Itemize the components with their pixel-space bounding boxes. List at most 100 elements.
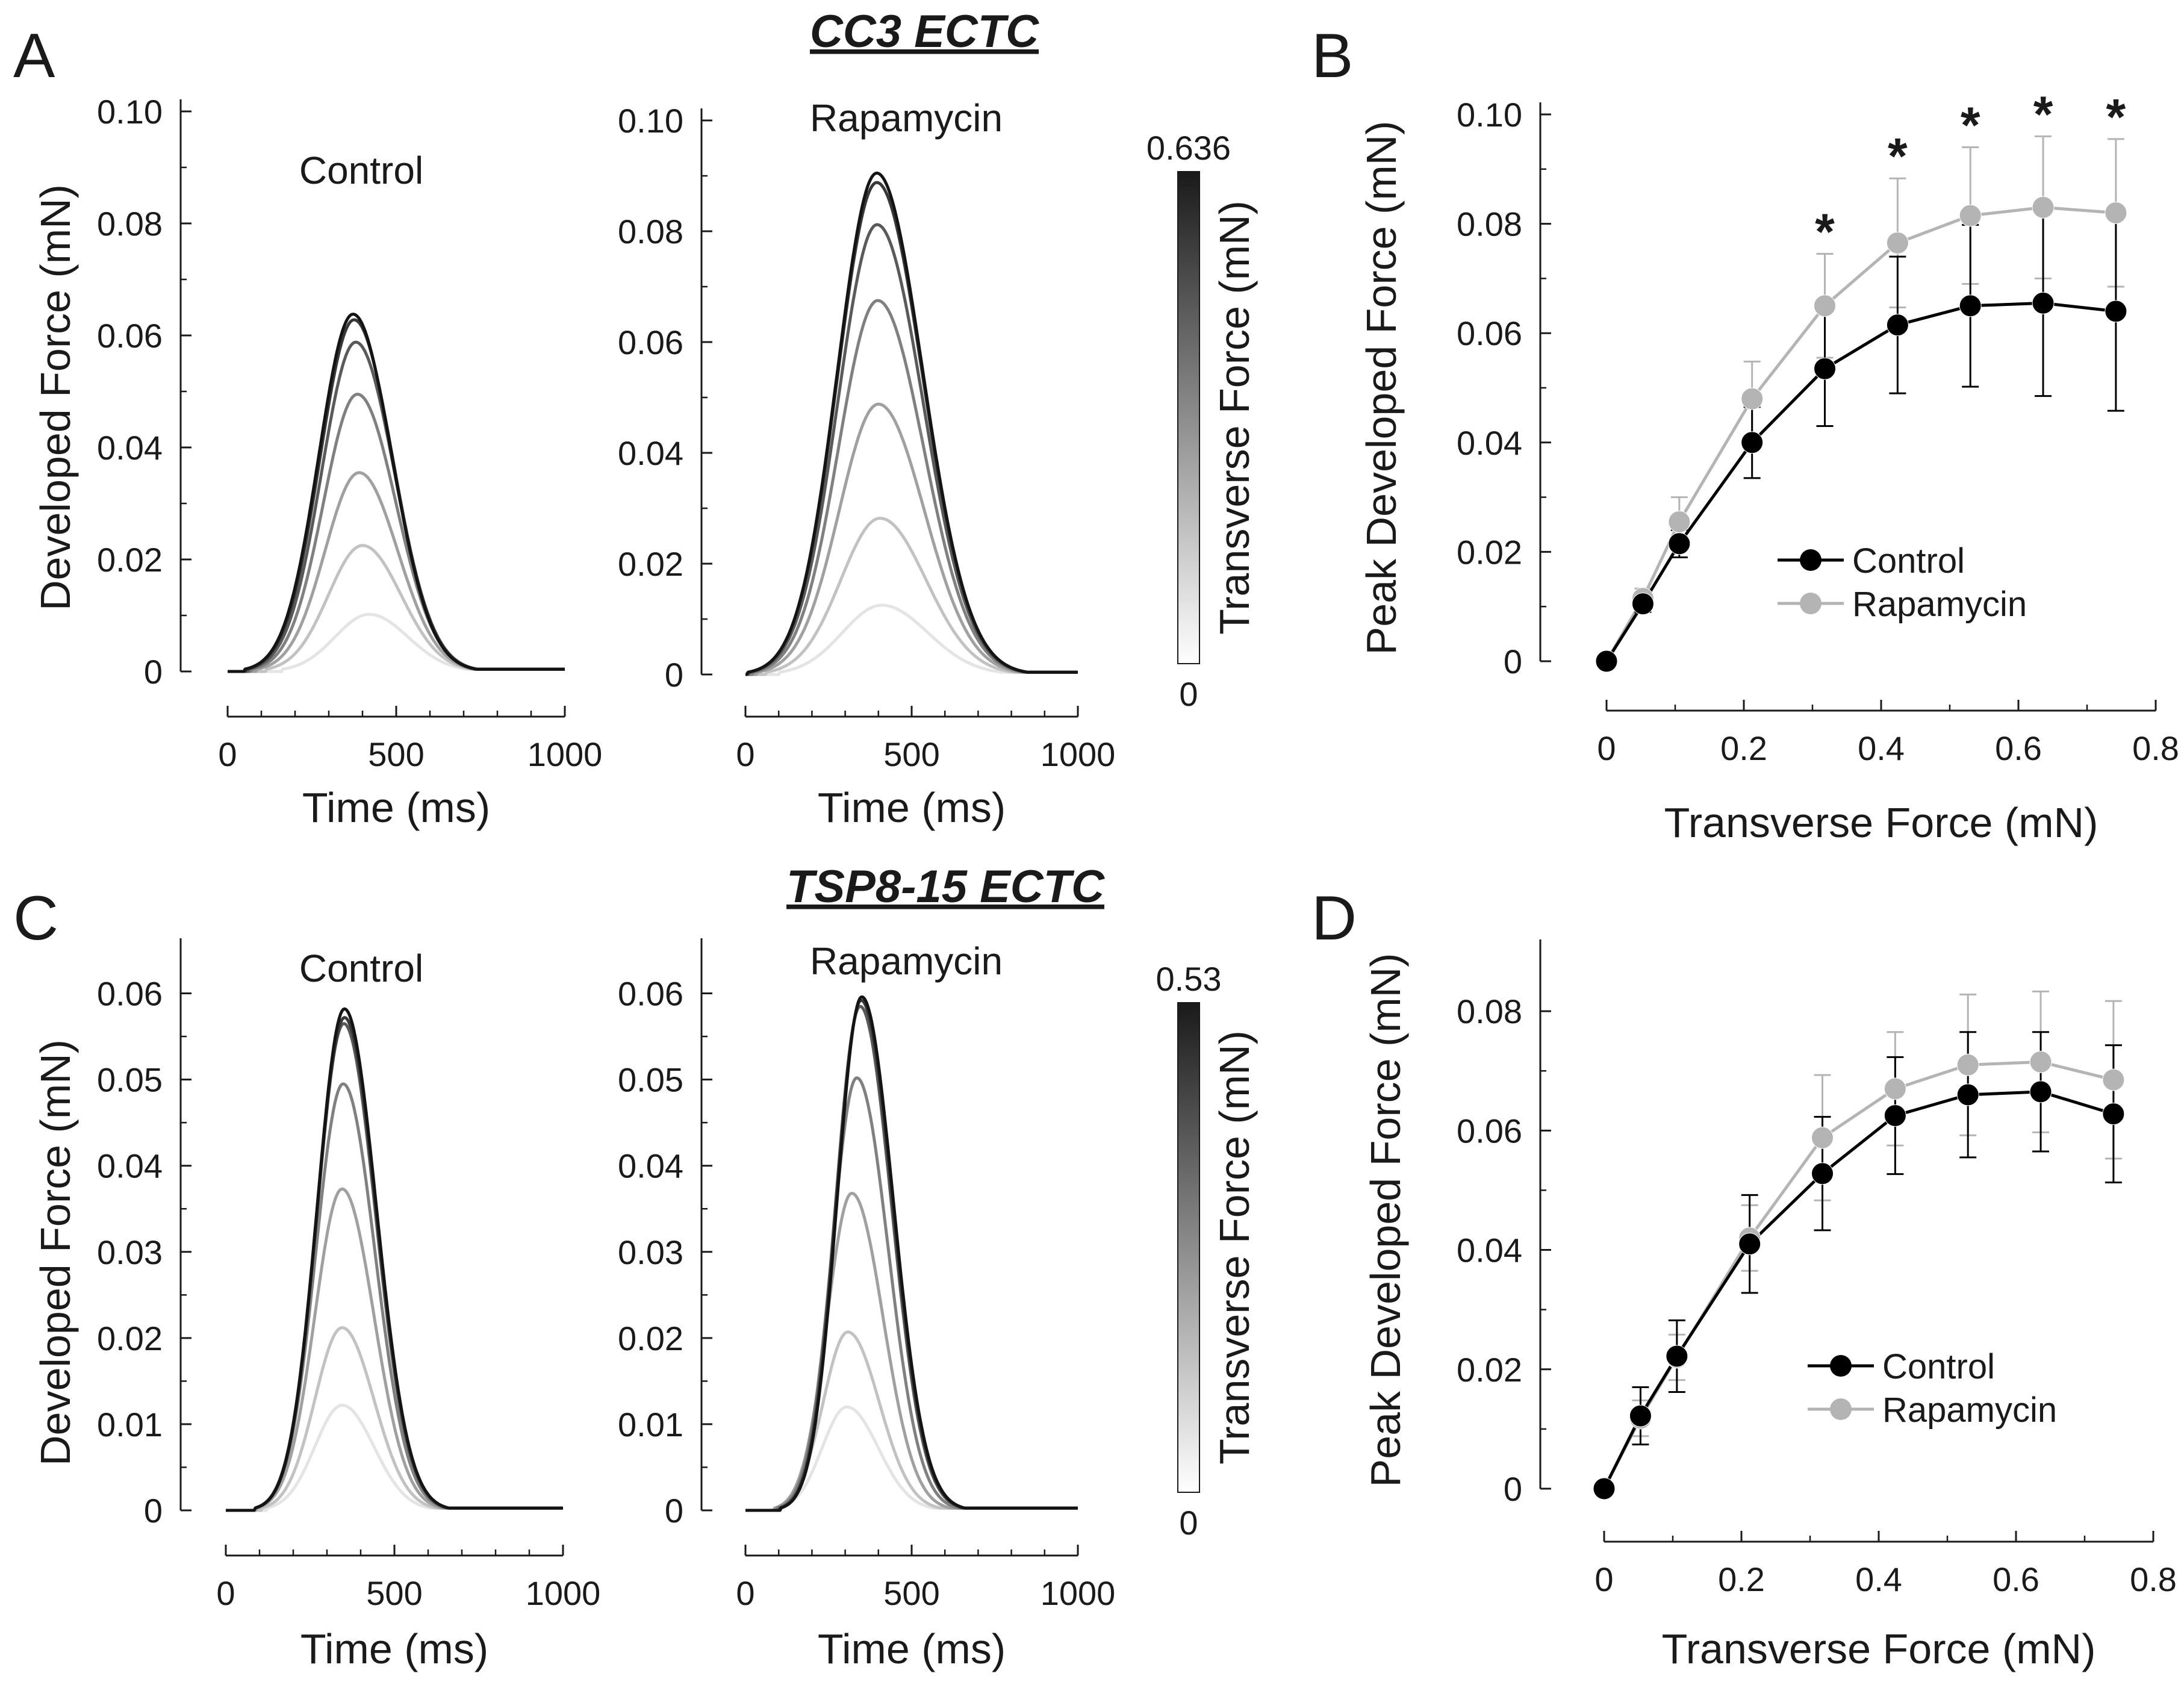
y-tick-label: 0.02 xyxy=(618,1319,683,1357)
x-tick-label: 0.8 xyxy=(2130,1560,2177,1598)
y-tick-label: 0.04 xyxy=(1457,1232,1522,1269)
x-tick-label: 500 xyxy=(883,735,939,773)
x-axis-label: Time (ms) xyxy=(302,784,490,831)
y-tick-label: 0.06 xyxy=(1457,1112,1522,1150)
data-point-control xyxy=(1738,1233,1761,1256)
x-tick-label: 0 xyxy=(736,1574,754,1612)
colorbar-a: 0.636 0 Transverse Force (mN) xyxy=(1146,129,1258,713)
y-tick-label: 0.10 xyxy=(97,93,163,131)
data-point-control xyxy=(2105,300,2127,323)
data-point-control xyxy=(2032,291,2055,314)
force-trace-trace-4 xyxy=(745,1076,1078,1512)
y-tick-label: 0.06 xyxy=(97,975,163,1013)
significance-marker: * xyxy=(1961,96,1980,153)
x-tick-label: 0 xyxy=(1594,1560,1613,1598)
x-tick-label: 0 xyxy=(218,735,237,773)
y-tick-label: 0.08 xyxy=(1457,205,1522,243)
force-trace-trace-7 xyxy=(745,995,1078,1512)
legend-label-rapamycin: Rapamycin xyxy=(1852,585,2027,624)
force-trace-trace-6 xyxy=(745,998,1078,1512)
y-tick-label: 0 xyxy=(1504,643,1522,681)
y-tick-label: 0.03 xyxy=(618,1233,683,1271)
data-point-control xyxy=(1814,357,1837,380)
x-tick-label: 0.4 xyxy=(1855,1560,1902,1598)
y-tick-label: 0 xyxy=(665,656,683,694)
data-point-rapamycin xyxy=(1741,387,1764,410)
legend-label-control: Control xyxy=(1882,1347,1995,1386)
force-trace-trace-4 xyxy=(227,393,565,673)
y-tick-label: 0.02 xyxy=(1457,533,1522,571)
x-tick-label: 0.8 xyxy=(2132,729,2179,767)
data-point-control xyxy=(1631,593,1654,615)
y-axis-label: Peak Developed Force (mN) xyxy=(1362,953,1409,1487)
y-tick-label: 0.10 xyxy=(618,102,683,140)
panel-letter-b: B xyxy=(1311,21,1353,91)
y-axis-label: Peak Developed Force (mN) xyxy=(1358,121,1405,655)
y-tick-label: 0.10 xyxy=(1457,96,1522,134)
x-tick-label: 0 xyxy=(1597,729,1616,767)
x-axis-label: Time (ms) xyxy=(818,784,1006,831)
x-tick-label: 0 xyxy=(216,1574,235,1612)
y-tick-label: 0 xyxy=(1504,1470,1522,1508)
force-trace-trace-6 xyxy=(225,1016,564,1512)
y-tick-label: 0.02 xyxy=(1457,1351,1522,1389)
y-tick-label: 0.08 xyxy=(97,205,163,243)
y-tick-label: 0.04 xyxy=(618,434,683,472)
y-tick-label: 0 xyxy=(144,1492,163,1530)
data-point-rapamycin xyxy=(1811,1126,1834,1149)
data-point-control xyxy=(1886,314,1909,337)
data-point-rapamycin xyxy=(2102,1068,2125,1091)
force-trace-trace-2 xyxy=(745,517,1078,676)
data-point-control xyxy=(1629,1404,1652,1427)
x-axis-label: Time (ms) xyxy=(300,1625,488,1672)
data-point-control xyxy=(2029,1080,2052,1103)
title-bottom: TSP8-15 ECTC xyxy=(786,861,1105,912)
colorbar-c: 0.53 0 Transverse Force (mN) xyxy=(1156,960,1258,1542)
y-tick-label: 0.02 xyxy=(97,1319,163,1357)
x-tick-label: 500 xyxy=(883,1574,939,1612)
data-point-control xyxy=(1666,1345,1688,1368)
x-tick-label: 0.6 xyxy=(1995,729,2042,767)
y-tick-label: 0.05 xyxy=(97,1061,163,1099)
x-tick-label: 1000 xyxy=(527,735,603,773)
data-point-control xyxy=(1959,294,1982,317)
y-axis-label: Developed Force (mN) xyxy=(32,1039,79,1466)
y-tick-label: 0.02 xyxy=(97,541,163,579)
colorbar-min-label: 0 xyxy=(1179,1504,1198,1542)
x-tick-label: 500 xyxy=(368,735,424,773)
y-tick-label: 0.02 xyxy=(618,545,683,583)
data-point-rapamycin xyxy=(1814,294,1837,317)
y-axis-label: Developed Force (mN) xyxy=(32,184,79,611)
panel-title: Rapamycin xyxy=(810,939,1003,983)
y-tick-label: 0.04 xyxy=(97,429,163,467)
y-tick-label: 0.03 xyxy=(97,1233,163,1271)
colorbar-max-label: 0.636 xyxy=(1146,129,1231,167)
data-point-control xyxy=(1668,532,1691,555)
force-trace-trace-6 xyxy=(745,181,1078,676)
data-point-control xyxy=(1884,1104,1906,1127)
y-tick-label: 0.01 xyxy=(97,1406,163,1444)
y-tick-label: 0.06 xyxy=(618,975,683,1013)
y-tick-label: 0.08 xyxy=(618,213,683,251)
y-tick-label: 0.06 xyxy=(97,317,163,355)
panel-title: Control xyxy=(299,149,423,192)
legend-marker-rapamycin xyxy=(1830,1398,1852,1420)
data-point-control xyxy=(1811,1162,1834,1185)
colorbar-label: Transverse Force (mN) xyxy=(1211,201,1258,635)
force-trace-trace-5 xyxy=(745,1004,1078,1512)
force-trace-trace-3 xyxy=(745,1192,1078,1512)
data-point-control xyxy=(1593,1477,1616,1500)
y-tick-label: 0.08 xyxy=(1457,992,1522,1030)
x-tick-label: 0.6 xyxy=(1993,1560,2039,1598)
colorbar-min-label: 0 xyxy=(1179,675,1198,713)
data-point-rapamycin xyxy=(1956,1053,1979,1076)
panel-letter-a: A xyxy=(13,21,55,91)
data-point-rapamycin xyxy=(2029,1050,2052,1073)
data-point-rapamycin xyxy=(1959,204,1982,227)
significance-marker: * xyxy=(2033,86,2053,142)
plot-c-control: 0 0.01 0.02 0.03 0.04 0.05 0.06 0 500 1000 Time (m… xyxy=(32,938,600,1672)
force-trace-trace-5 xyxy=(225,1022,564,1512)
data-point-rapamycin xyxy=(1886,231,1909,254)
y-tick-label: 0 xyxy=(665,1492,683,1530)
